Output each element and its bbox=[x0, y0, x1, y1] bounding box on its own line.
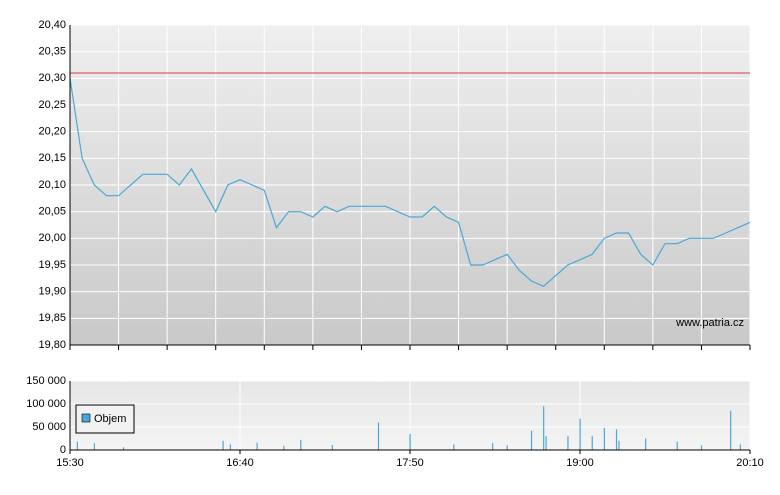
volume-bar bbox=[122, 447, 125, 450]
volume-bar bbox=[76, 441, 78, 450]
volume-bar bbox=[591, 436, 593, 450]
y-tick-label: 20,15 bbox=[38, 152, 66, 164]
y-tick-label: 20,40 bbox=[38, 19, 66, 31]
y-tick-label: 19,90 bbox=[38, 286, 66, 298]
x-tick-label: 16:40 bbox=[226, 457, 254, 469]
volume-bar bbox=[256, 442, 258, 450]
x-tick-label: 15:30 bbox=[56, 457, 84, 469]
watermark: www.patria.cz bbox=[675, 317, 744, 329]
y-tick-label: 20,25 bbox=[38, 99, 66, 111]
volume-bar bbox=[676, 441, 678, 450]
y-tick-label: 20,10 bbox=[38, 179, 66, 191]
y-tick-label: 50 000 bbox=[32, 421, 66, 433]
volume-bar bbox=[331, 444, 333, 450]
volume-bar bbox=[618, 440, 620, 450]
volume-bar bbox=[700, 445, 703, 450]
volume-bar bbox=[615, 429, 618, 450]
volume-bar bbox=[93, 443, 95, 450]
volume-bar bbox=[300, 439, 302, 450]
volume-bar bbox=[453, 444, 455, 450]
y-tick-label: 100 000 bbox=[26, 398, 66, 410]
volume-bar bbox=[730, 410, 732, 450]
volume-bar bbox=[492, 443, 494, 450]
y-tick-label: 20,00 bbox=[38, 232, 66, 244]
y-tick-label: 19,85 bbox=[38, 312, 66, 324]
y-tick-label: 0 bbox=[60, 444, 66, 456]
volume-bar bbox=[530, 430, 533, 450]
y-tick-label: 20,20 bbox=[38, 126, 66, 138]
legend-label: Objem bbox=[94, 413, 126, 425]
volume-bar bbox=[545, 436, 547, 450]
volume-bar bbox=[222, 440, 224, 450]
volume-bar bbox=[543, 406, 545, 450]
x-tick-label: 17:50 bbox=[396, 457, 424, 469]
legend-swatch bbox=[81, 413, 91, 423]
volume-bar bbox=[567, 436, 569, 450]
y-tick-label: 20,30 bbox=[38, 72, 66, 84]
volume-bar bbox=[579, 418, 581, 450]
price-line bbox=[69, 78, 751, 288]
volume-bar bbox=[409, 433, 411, 450]
volume-bar bbox=[283, 445, 285, 450]
volume-bar bbox=[739, 444, 741, 450]
y-tick-label: 20,05 bbox=[38, 206, 66, 218]
volume-bar bbox=[377, 422, 380, 450]
y-tick-label: 150 000 bbox=[26, 375, 66, 387]
y-tick-label: 20,35 bbox=[38, 46, 66, 58]
y-tick-label: 19,95 bbox=[38, 259, 66, 271]
volume-bar bbox=[645, 438, 647, 450]
volume-bar bbox=[229, 444, 231, 450]
volume-bar bbox=[506, 445, 508, 450]
x-tick-label: 20:10 bbox=[736, 457, 764, 469]
y-tick-label: 19,80 bbox=[38, 339, 66, 351]
x-tick-label: 19:00 bbox=[566, 457, 594, 469]
volume-bar bbox=[603, 427, 605, 450]
